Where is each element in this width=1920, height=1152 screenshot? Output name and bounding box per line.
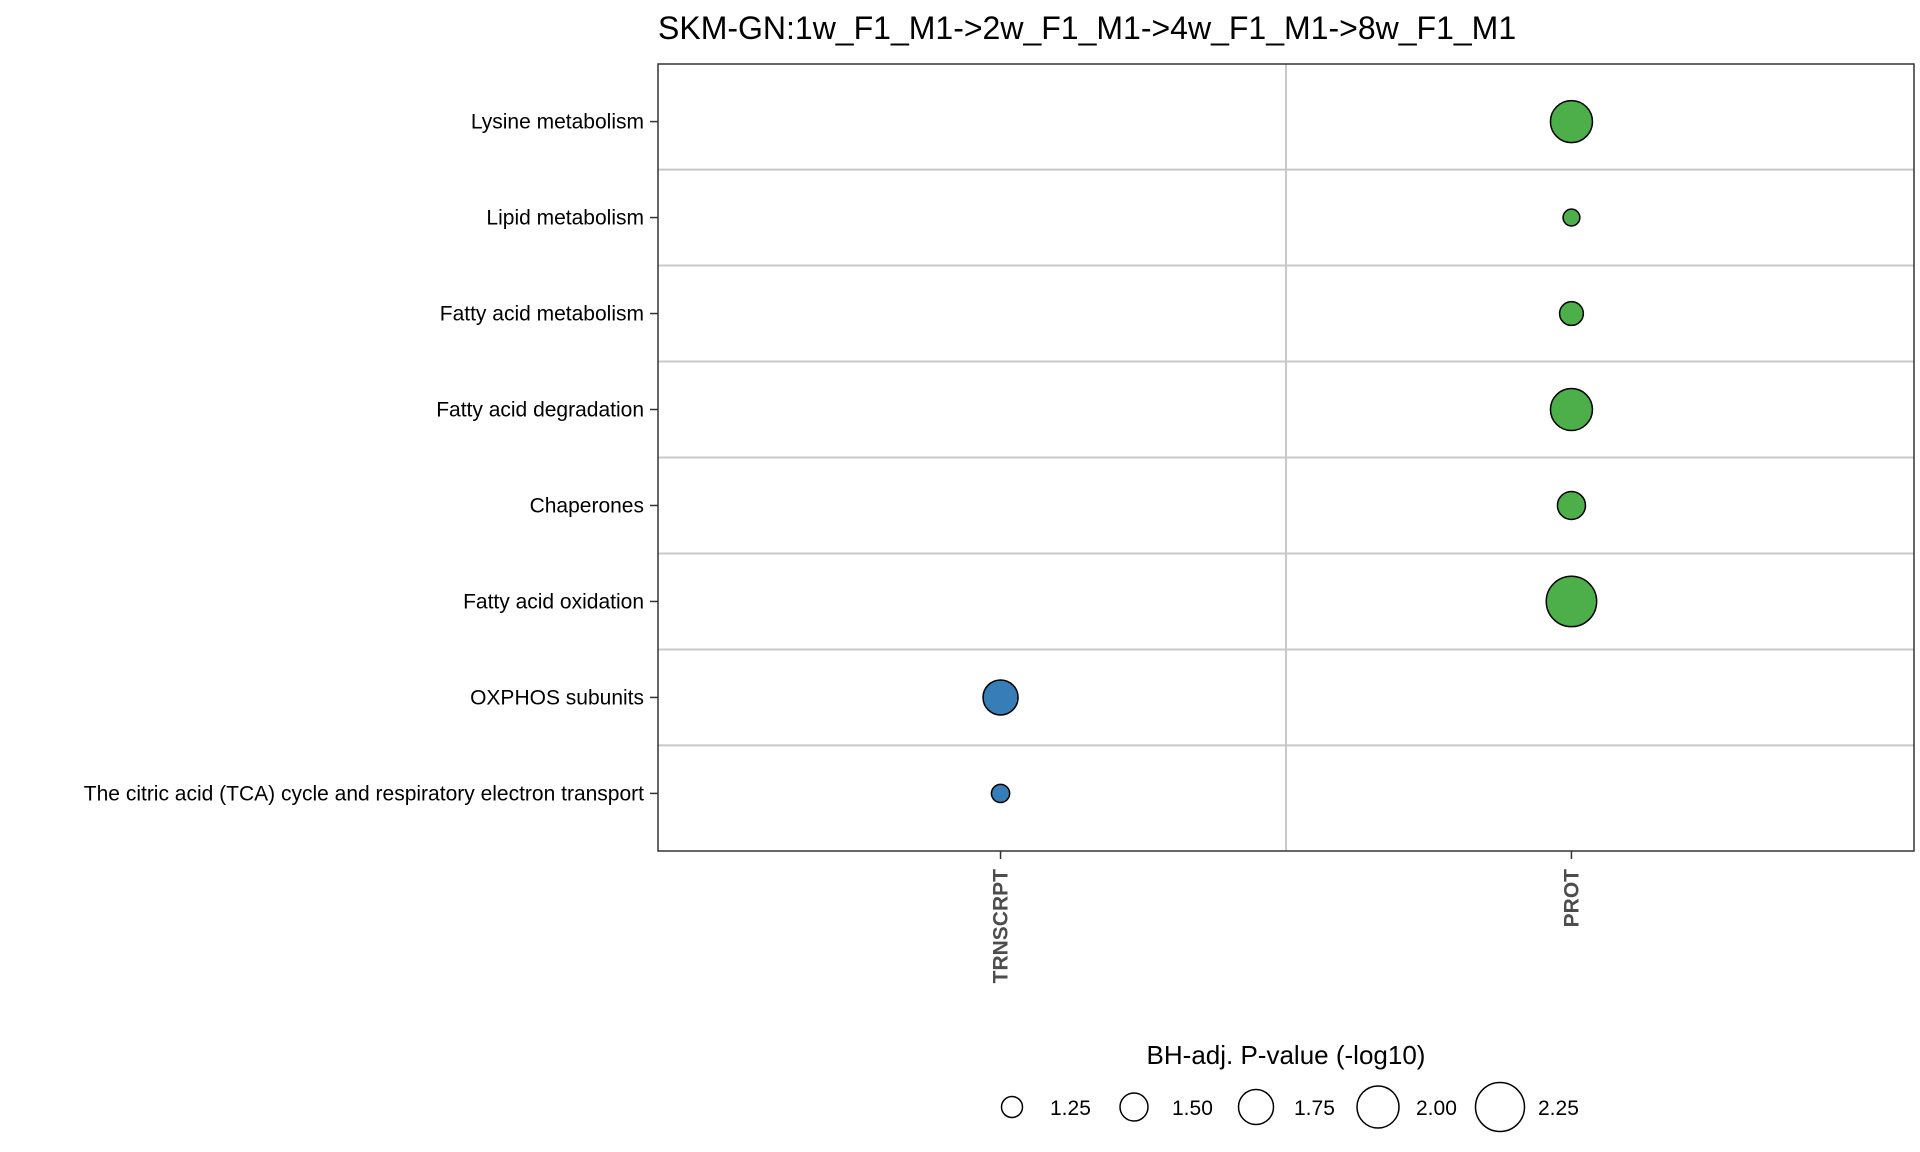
legend-key-label: 2.25 [1538,1097,1579,1120]
legend-key-label: 2.00 [1416,1097,1457,1120]
y-axis-labels: Lysine metabolism Lipid metabolism Fatty a… [84,111,658,805]
y-tick-label: Lysine metabolism [471,111,644,134]
y-tick-label: Fatty acid degradation [436,399,644,422]
data-point [1549,99,1594,144]
size-legend: BH-adj. P-value (-log10) 1.25 1.50 1.75 2.0… [1000,1040,1579,1133]
data-points [982,99,1598,804]
x-axis-labels: TRNSCRPT PROT [990,851,1583,984]
legend-key-label: 1.25 [1050,1097,1091,1120]
data-point [1545,575,1598,628]
plot-panel [657,63,1915,852]
chart-title: SKM-GN:1w_F1_M1->2w_F1_M1->4w_F1_M1->8w_… [658,10,1516,46]
y-tick-label: The citric acid (TCA) cycle and respirat… [84,782,644,805]
data-point [990,783,1011,804]
y-tick-label: Chaperones [530,494,644,517]
data-point [1556,490,1587,521]
x-tick-label: TRNSCRPT [990,869,1013,984]
data-point [1558,300,1585,327]
grid-lines [658,64,1914,851]
y-tick-label: Fatty acid metabolism [440,303,644,326]
data-point [982,679,1019,716]
x-tick-label: PROT [1560,869,1583,928]
y-tick-label: OXPHOS subunits [470,686,644,709]
legend-key-circle [1237,1088,1275,1126]
legend-key-label: 1.50 [1172,1097,1213,1120]
data-point [1549,387,1594,432]
legend-key-circle [1000,1095,1024,1119]
legend-key-label: 1.75 [1294,1097,1335,1120]
legend-key-circle [1474,1081,1526,1133]
y-tick-label: Lipid metabolism [486,207,644,230]
legend-key-circle [1119,1092,1149,1122]
y-tick-label: Fatty acid oxidation [463,590,644,613]
data-point [1562,208,1581,227]
legend-title: BH-adj. P-value (-log10) [1147,1040,1426,1070]
legend-key-circle [1356,1085,1400,1129]
